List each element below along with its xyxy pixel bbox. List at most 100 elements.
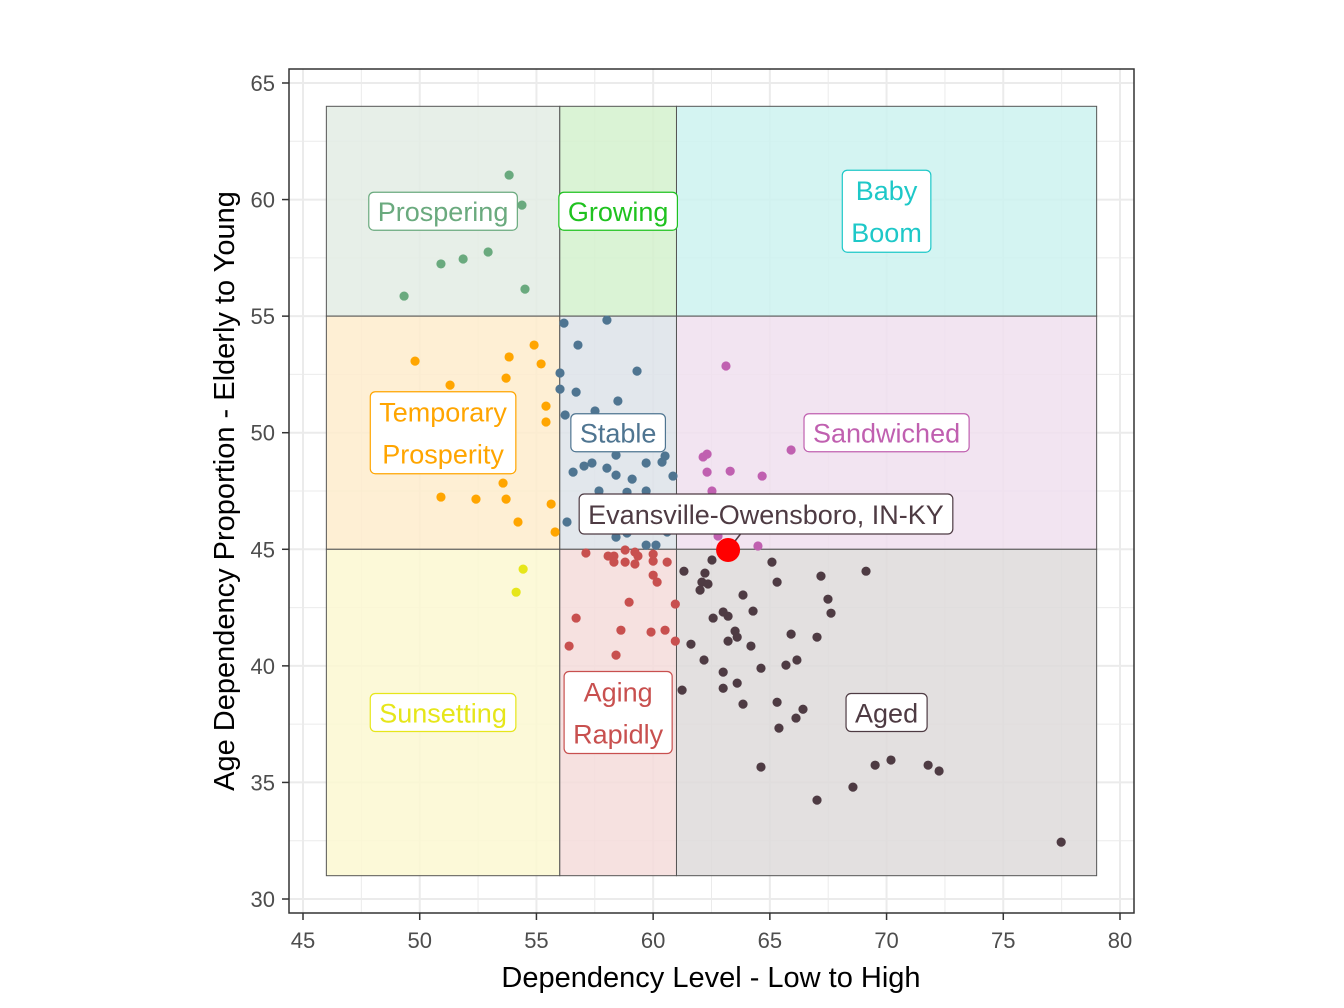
point-aged xyxy=(870,760,880,770)
quadrant-label-stable: Stable xyxy=(570,413,667,453)
point-prospering xyxy=(399,291,409,301)
point-temporary-prosperity xyxy=(445,380,455,390)
point-stable xyxy=(602,463,612,473)
label-box xyxy=(845,692,928,733)
label-text: Rapidly xyxy=(573,719,664,749)
point-aged xyxy=(767,557,777,567)
point-stable xyxy=(559,318,569,328)
label-text: Aging xyxy=(584,677,653,707)
point-temporary-prosperity xyxy=(471,494,481,504)
point-temporary-prosperity xyxy=(529,340,539,350)
point-aged xyxy=(812,795,822,805)
y-tick-label: 50 xyxy=(251,421,275,446)
x-tick-label: 55 xyxy=(524,928,548,953)
point-aged xyxy=(791,713,801,723)
point-stable xyxy=(611,532,621,542)
point-stable xyxy=(555,384,565,394)
point-aged xyxy=(723,611,733,621)
axes: 45 50 55 60 65 70 75 80 30 35 40 45 50 55 60 65 xyxy=(251,71,1133,953)
label-box xyxy=(563,670,673,755)
label-text: Baby xyxy=(856,176,918,206)
point-stable xyxy=(651,540,661,550)
point-aged xyxy=(686,639,696,649)
point-aging-rapidly xyxy=(630,559,640,569)
point-aging-rapidly xyxy=(609,557,619,567)
point-aged xyxy=(699,655,709,665)
point-temporary-prosperity xyxy=(541,401,551,411)
point-aged xyxy=(1056,837,1066,847)
point-sandwiched xyxy=(707,486,717,496)
point-stable xyxy=(641,540,651,550)
point-aged xyxy=(695,585,705,595)
point-aging-rapidly xyxy=(648,556,658,566)
point-aged xyxy=(718,667,728,677)
point-stable xyxy=(660,451,670,461)
point-stable xyxy=(568,467,578,477)
point-temporary-prosperity xyxy=(536,359,546,369)
point-temporary-prosperity xyxy=(541,417,551,427)
label-text: Temporary xyxy=(379,398,507,428)
quadrant-label-sandwiched: Sandwiched xyxy=(803,413,970,453)
data-points xyxy=(399,170,1066,847)
x-tick-label: 45 xyxy=(291,928,315,953)
point-stable xyxy=(611,470,621,480)
point-aged xyxy=(772,697,782,707)
label-text: Growing xyxy=(568,197,669,227)
point-aged xyxy=(738,590,748,600)
point-aged xyxy=(703,579,713,589)
quadrant-label-temporary-prosperity: Temporary Prosperity xyxy=(369,391,517,475)
point-temporary-prosperity xyxy=(498,478,508,488)
y-tick-label: 30 xyxy=(251,887,275,912)
point-stable xyxy=(560,410,570,420)
point-aged xyxy=(798,704,808,714)
point-aged xyxy=(738,699,748,709)
y-tick-label: 40 xyxy=(251,654,275,679)
point-aged xyxy=(748,606,758,616)
y-tick-label: 60 xyxy=(251,188,275,213)
point-aging-rapidly xyxy=(564,641,574,651)
point-aging-rapidly xyxy=(670,599,680,609)
point-sunsetting xyxy=(518,564,528,574)
x-tick-label: 60 xyxy=(641,928,665,953)
point-stable xyxy=(602,315,612,325)
point-aging-rapidly xyxy=(652,577,662,587)
point-aging-rapidly xyxy=(620,557,630,567)
label-box xyxy=(841,169,932,253)
x-tick-label: 70 xyxy=(874,928,898,953)
point-aged xyxy=(756,663,766,673)
point-temporary-prosperity xyxy=(501,373,511,383)
point-stable xyxy=(571,387,581,397)
label-box xyxy=(368,191,518,231)
highlight-label: Evansville-Owensboro, IN-KY xyxy=(578,493,954,535)
point-aging-rapidly xyxy=(624,597,634,607)
highlight-label-text: Evansville-Owensboro, IN-KY xyxy=(588,500,944,530)
point-prospering xyxy=(504,170,514,180)
point-temporary-prosperity xyxy=(504,352,514,362)
point-aged xyxy=(823,594,833,604)
point-aged xyxy=(934,766,944,776)
y-axis-title: Age Dependency Proportion - Elderly to Y… xyxy=(209,191,241,791)
point-stable xyxy=(613,396,623,406)
point-sandwiched xyxy=(725,466,735,476)
point-stable xyxy=(579,461,589,471)
point-aged xyxy=(700,568,710,578)
point-aged xyxy=(812,632,822,642)
point-sandwiched xyxy=(753,541,763,551)
x-tick-label: 75 xyxy=(991,928,1015,953)
x-tick-label: 65 xyxy=(758,928,782,953)
quadrant-label-sunsetting: Sunsetting xyxy=(369,692,517,733)
point-temporary-prosperity xyxy=(436,492,446,502)
label-text: Aged xyxy=(855,698,918,728)
point-stable xyxy=(562,517,572,527)
point-stable xyxy=(632,366,642,376)
point-sandwiched xyxy=(702,449,712,459)
point-aging-rapidly xyxy=(670,636,680,646)
highlight-group: Evansville-Owensboro, IN-KY xyxy=(578,493,954,562)
point-temporary-prosperity xyxy=(410,356,420,366)
point-stable xyxy=(668,471,678,481)
quadrant-label-aging-rapidly: Aging Rapidly xyxy=(563,670,673,755)
label-text: Sandwiched xyxy=(813,419,960,449)
point-aging-rapidly xyxy=(571,613,581,623)
point-stable xyxy=(555,368,565,378)
